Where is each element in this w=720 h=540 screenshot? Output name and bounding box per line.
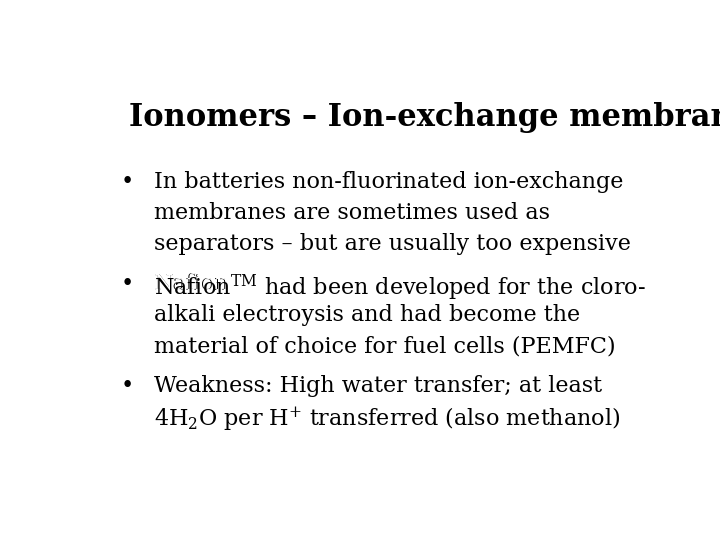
Text: NafionTM had been developed for the cloro-: NafionTM had been developed for the clor…: [154, 273, 656, 295]
Text: Ionomers – Ion-exchange membranes: Ionomers – Ion-exchange membranes: [129, 102, 720, 133]
Text: •: •: [121, 375, 134, 396]
Text: Weakness: High water transfer; at least: Weakness: High water transfer; at least: [154, 375, 603, 396]
Text: Nafion$^{\mathregular{TM}}$ had been developed for the cloro-: Nafion$^{\mathregular{TM}}$ had been dev…: [154, 273, 646, 303]
Text: Nafion: Nafion: [154, 273, 230, 295]
Text: In batteries non-fluorinated ion-exchange: In batteries non-fluorinated ion-exchang…: [154, 171, 624, 193]
Text: alkali electroysis and had become the: alkali electroysis and had become the: [154, 304, 580, 326]
Text: separators – but are usually too expensive: separators – but are usually too expensi…: [154, 233, 631, 255]
Text: 4H$_{\mathregular{2}}$O per H$^{\mathregular{+}}$ transferred (also methanol): 4H$_{\mathregular{2}}$O per H$^{\mathreg…: [154, 406, 621, 434]
Text: material of choice for fuel cells (PEMFC): material of choice for fuel cells (PEMFC…: [154, 335, 616, 357]
Text: membranes are sometimes used as: membranes are sometimes used as: [154, 202, 550, 224]
Text: •: •: [121, 171, 134, 193]
Text: •: •: [121, 273, 134, 295]
